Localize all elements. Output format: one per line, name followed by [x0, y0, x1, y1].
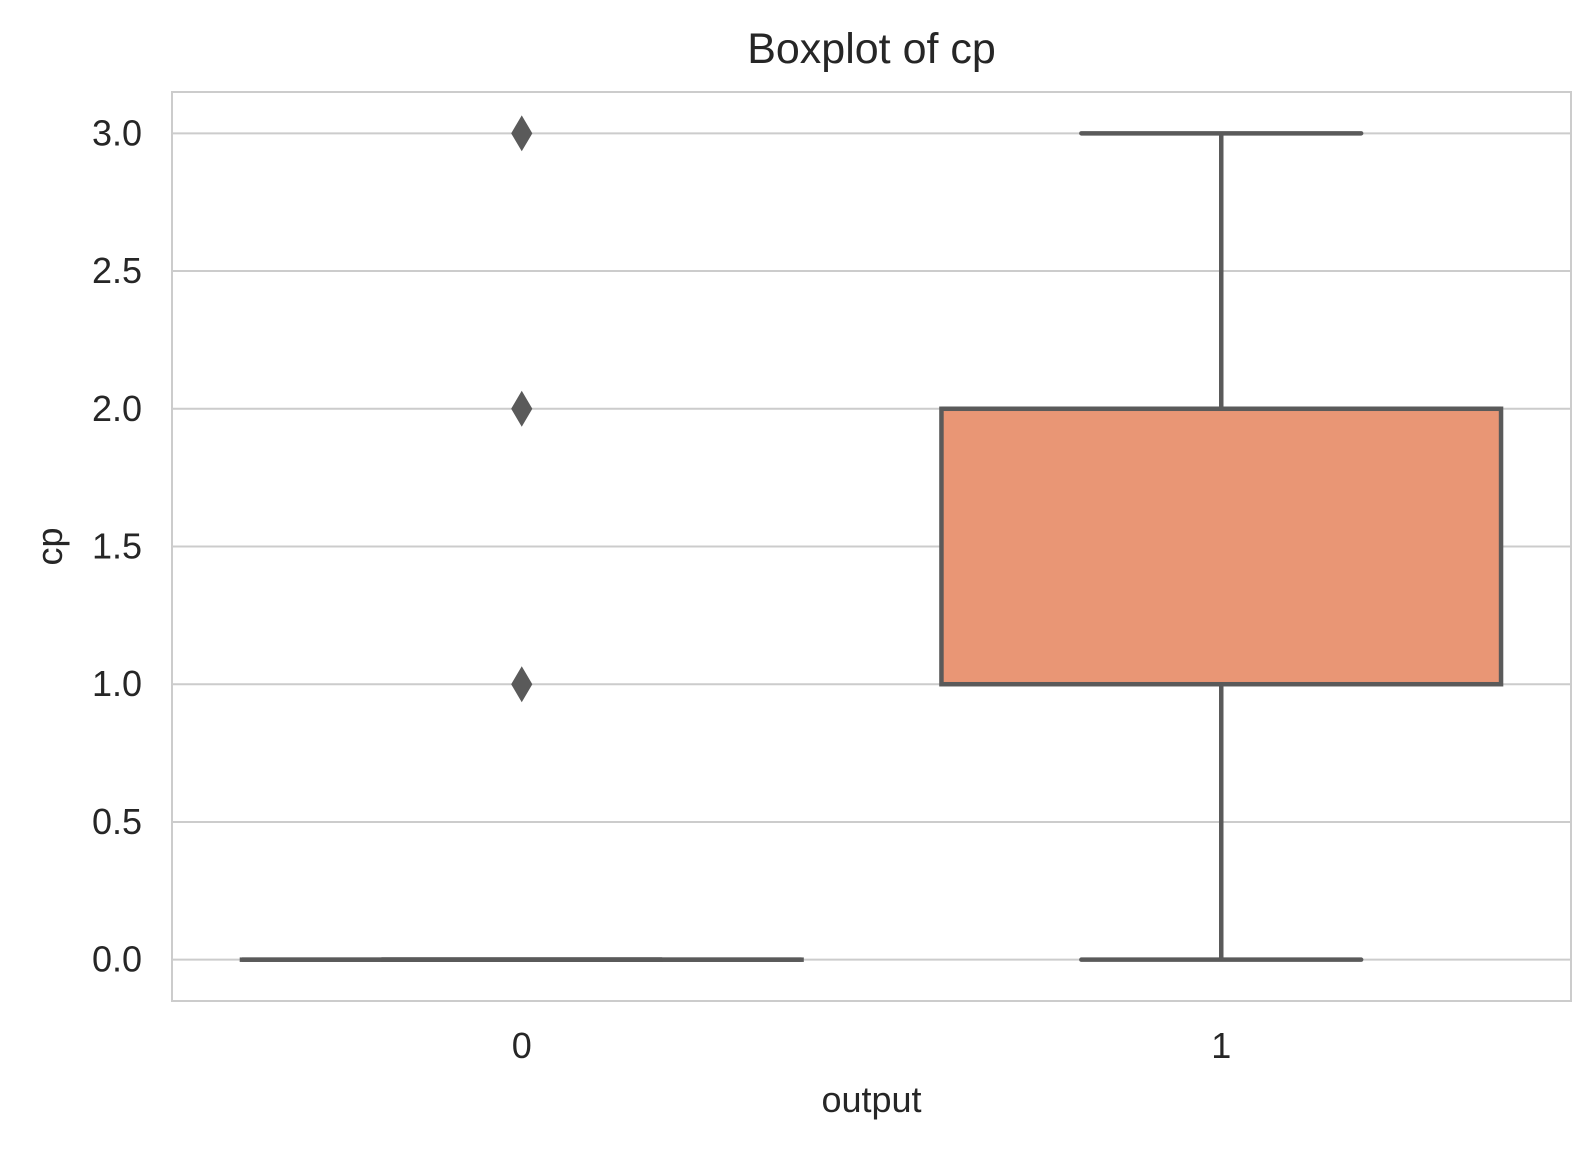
y-tick-1.0: 1.0	[92, 663, 142, 704]
x-tick-1: 1	[1211, 1025, 1231, 1066]
outlier-0-3	[511, 115, 533, 152]
plot-frame	[171, 91, 1572, 1002]
box-group-1	[939, 131, 1504, 962]
x-tick-0: 0	[512, 1025, 532, 1066]
y-tick-3.0: 3.0	[92, 112, 142, 153]
y-tick-0.0: 0.0	[92, 939, 142, 980]
grid-lines	[172, 132, 1571, 961]
y-axis-label: cp	[29, 527, 70, 565]
box-1	[939, 406, 1504, 687]
boxes	[239, 115, 1504, 962]
outlier-0-2	[511, 390, 533, 427]
y-tick-1.5: 1.5	[92, 526, 142, 567]
y-tick-2.5: 2.5	[92, 250, 142, 291]
y-tick-labels: 0.0 0.5 1.0 1.5 2.0 2.5 3.0	[92, 112, 142, 979]
outlier-0-1	[511, 666, 533, 703]
chart-title: Boxplot of cp	[747, 25, 996, 73]
y-tick-2.0: 2.0	[92, 388, 142, 429]
y-tick-0.5: 0.5	[92, 801, 142, 842]
box-group-0	[239, 115, 804, 962]
x-axis-label: output	[821, 1079, 921, 1120]
